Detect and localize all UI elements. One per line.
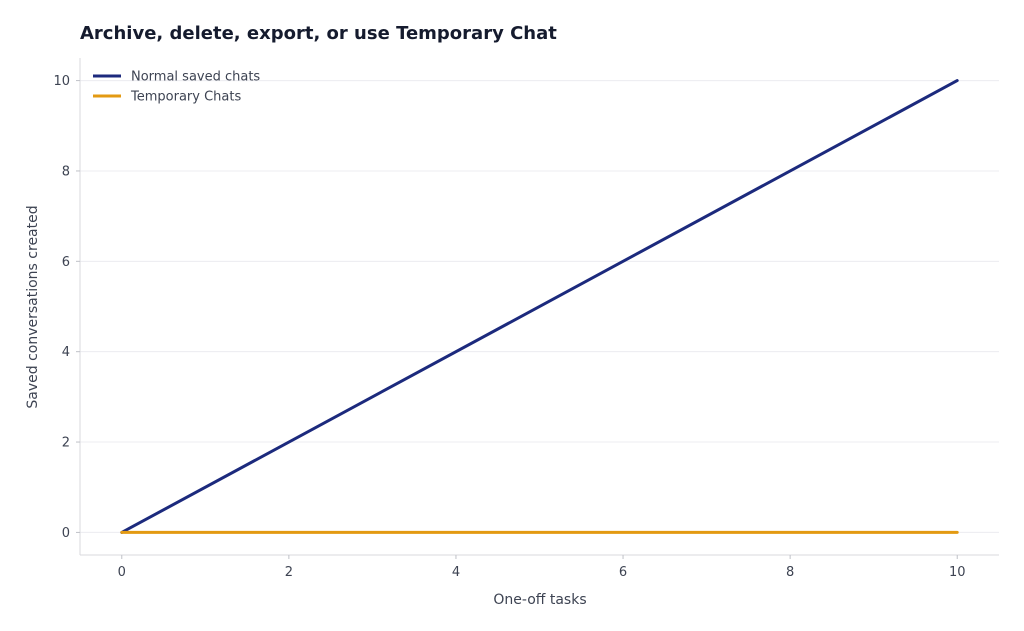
x-axis-ticks: 0 2 4 6 8 10 bbox=[118, 555, 966, 580]
legend: Normal saved chats Temporary Chats bbox=[93, 70, 260, 105]
chart-title: Archive, delete, export, or use Temporar… bbox=[80, 23, 557, 44]
y-axis-ticks: 0 2 4 6 8 10 bbox=[53, 74, 80, 541]
x-axis-title: One-off tasks bbox=[493, 592, 586, 608]
series-lines bbox=[120, 79, 959, 534]
plot-area: 0 2 4 6 8 10 0 2 4 6 8 10 bbox=[53, 58, 999, 580]
x-tick-label: 6 bbox=[619, 565, 627, 580]
x-tick-label: 0 bbox=[118, 565, 126, 580]
x-tick-label: 4 bbox=[452, 565, 460, 580]
y-tick-label: 6 bbox=[62, 255, 70, 270]
legend-label: Normal saved chats bbox=[131, 70, 260, 85]
x-tick-label: 10 bbox=[949, 565, 966, 580]
x-tick-label: 2 bbox=[285, 565, 293, 580]
legend-label: Temporary Chats bbox=[130, 90, 241, 105]
y-tick-label: 8 bbox=[62, 164, 70, 179]
series-line-normal-saved-chats bbox=[120, 79, 959, 534]
x-tick-label: 8 bbox=[786, 565, 794, 580]
y-axis-title: Saved conversations created bbox=[25, 205, 41, 408]
y-tick-label: 0 bbox=[62, 526, 70, 541]
y-tick-label: 10 bbox=[53, 74, 70, 89]
y-tick-label: 2 bbox=[62, 436, 70, 451]
y-tick-label: 4 bbox=[62, 345, 70, 360]
